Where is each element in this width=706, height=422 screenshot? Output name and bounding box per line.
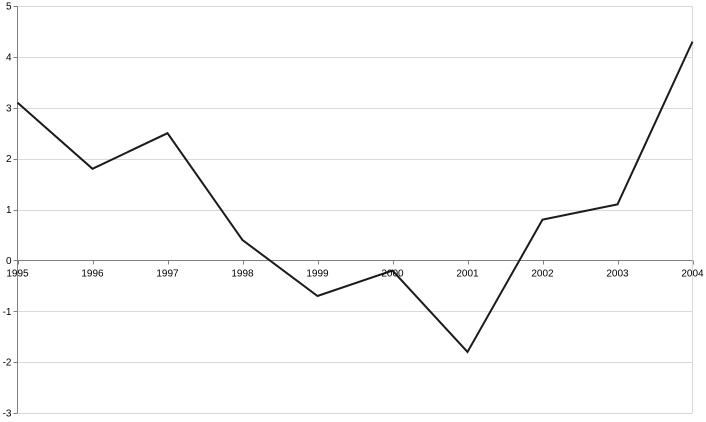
series-layer [16, 41, 694, 354]
data-point-2004 [692, 41, 694, 43]
y-tick-label: -1 [3, 307, 12, 318]
x-tick-label: 2002 [531, 269, 554, 280]
y-tick-label: 1 [6, 205, 12, 216]
y-tick-label: 3 [6, 103, 12, 114]
x-tick-label: 1998 [231, 269, 254, 280]
data-point-1998 [242, 239, 244, 241]
x-tick-label: 1997 [156, 269, 179, 280]
data-point-2001 [467, 351, 469, 353]
x-tick-label: 2001 [456, 269, 479, 280]
y-tick-label: 2 [6, 154, 12, 165]
x-tick-label: 2003 [606, 269, 629, 280]
data-point-1997 [167, 132, 169, 134]
axes [13, 6, 694, 414]
y-tick-label: 0 [6, 256, 12, 267]
data-point-1995 [17, 102, 19, 104]
x-tick-label: 1995 [6, 269, 29, 280]
series-line [16, 41, 694, 354]
x-tick-label: 1996 [81, 269, 104, 280]
y-tick-label: 5 [6, 2, 12, 13]
x-tick-label: 2004 [681, 269, 704, 280]
gridlines [17, 6, 693, 414]
y-tick-label: -2 [3, 358, 12, 369]
x-tick-label: 2000 [381, 269, 404, 280]
data-point-2002 [542, 219, 544, 221]
tick-labels: -3 -2 -1 0 1 2 3 4 5 1995 1996 1997 1998 1999 2000 2001… [3, 2, 704, 420]
y-tick-label: -3 [3, 409, 12, 420]
y-tick-label: 4 [6, 52, 12, 63]
data-point-1996 [92, 168, 94, 170]
data-point-2003 [617, 203, 619, 205]
x-tick-label: 1999 [306, 269, 329, 280]
data-point-1999 [317, 295, 319, 297]
